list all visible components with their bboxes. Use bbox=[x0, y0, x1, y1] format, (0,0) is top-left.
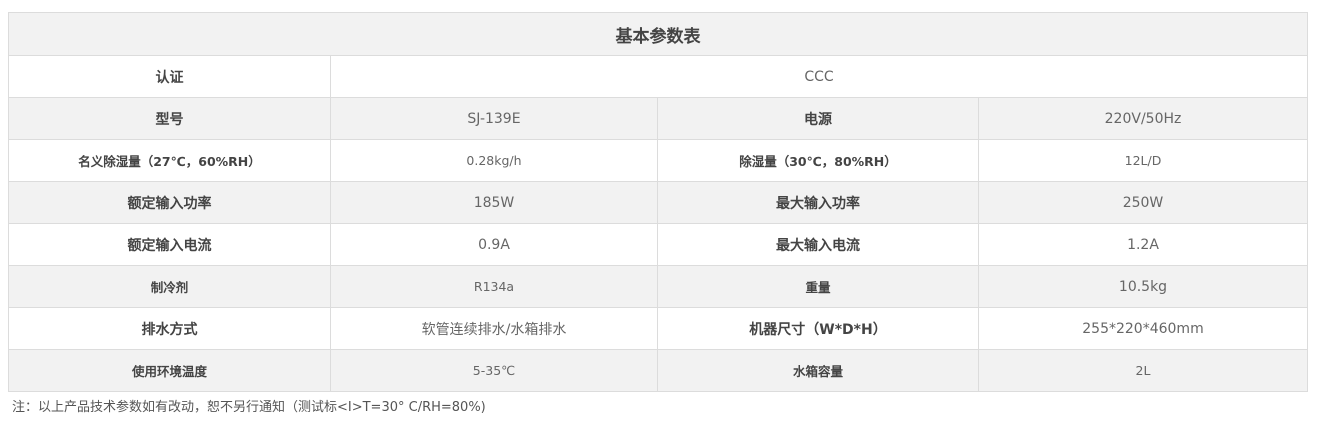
param-label: 名义除湿量（27℃，60%RH） bbox=[8, 139, 331, 182]
table-row: 排水方式 软管连续排水/水箱排水 机器尺寸（W*D*H） 255*220*460mm bbox=[8, 307, 1308, 350]
certification-value: CCC bbox=[330, 55, 1308, 98]
param-value: 250W bbox=[978, 181, 1308, 224]
param-value: 软管连续排水/水箱排水 bbox=[330, 307, 658, 350]
param-value: 255*220*460mm bbox=[978, 307, 1308, 350]
param-value: 220V/50Hz bbox=[978, 97, 1308, 140]
param-label: 水箱容量 bbox=[657, 349, 979, 392]
table-row: 使用环境温度 5-35℃ 水箱容量 2L bbox=[8, 349, 1308, 392]
footnote: 注：以上产品技术参数如有改动，恕不另行通知（测试标<I>T=30° C/RH=8… bbox=[12, 400, 486, 415]
param-value: 10.5kg bbox=[978, 265, 1308, 308]
table-title: 基本参数表 bbox=[8, 12, 1308, 56]
param-value: 5-35℃ bbox=[330, 349, 658, 392]
table-row: 型号 SJ-139E 电源 220V/50Hz bbox=[8, 97, 1308, 140]
param-value: 0.9A bbox=[330, 223, 658, 266]
param-label: 最大输入电流 bbox=[657, 223, 979, 266]
param-value: 2L bbox=[978, 349, 1308, 392]
param-value: 185W bbox=[330, 181, 658, 224]
param-label: 制冷剂 bbox=[8, 265, 331, 308]
table-row: 名义除湿量（27℃，60%RH） 0.28kg/h 除湿量（30℃，80%RH） 12… bbox=[8, 139, 1308, 182]
param-value: 1.2A bbox=[978, 223, 1308, 266]
param-label: 机器尺寸（W*D*H） bbox=[657, 307, 979, 350]
param-label: 额定输入功率 bbox=[8, 181, 331, 224]
param-label: 电源 bbox=[657, 97, 979, 140]
param-value: 12L/D bbox=[978, 139, 1308, 182]
table-row: 额定输入电流 0.9A 最大输入电流 1.2A bbox=[8, 223, 1308, 266]
parameter-table: 基本参数表 认证 CCC 型号 SJ-139E 电源 220V/50Hz 名义除湿量（2… bbox=[8, 12, 1308, 392]
param-value: 0.28kg/h bbox=[330, 139, 658, 182]
param-label: 最大输入功率 bbox=[657, 181, 979, 224]
table-row: 额定输入功率 185W 最大输入功率 250W bbox=[8, 181, 1308, 224]
table-row: 制冷剂 R134a 重量 10.5kg bbox=[8, 265, 1308, 308]
param-label: 除湿量（30℃，80%RH） bbox=[657, 139, 979, 182]
param-value: R134a bbox=[330, 265, 658, 308]
param-label: 型号 bbox=[8, 97, 331, 140]
param-label: 使用环境温度 bbox=[8, 349, 331, 392]
param-label: 排水方式 bbox=[8, 307, 331, 350]
param-label: 重量 bbox=[657, 265, 979, 308]
param-value: SJ-139E bbox=[330, 97, 658, 140]
param-label: 额定输入电流 bbox=[8, 223, 331, 266]
certification-label: 认证 bbox=[8, 55, 331, 98]
